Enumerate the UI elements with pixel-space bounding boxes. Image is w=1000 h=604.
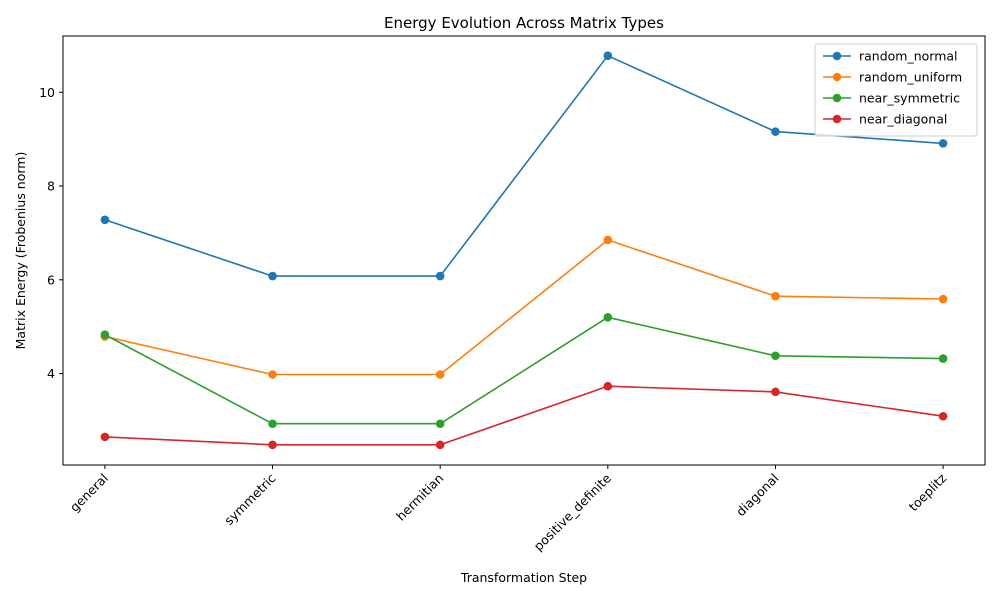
data-point-near_symmetric (435, 419, 445, 429)
x-tick-label: toeplitz (906, 470, 950, 514)
data-point-near_symmetric (603, 313, 613, 322)
data-point-random_normal (435, 271, 445, 281)
x-tick-label: general (67, 471, 111, 515)
data-point-near_symmetric (268, 419, 277, 429)
series-line-random_uniform (104, 239, 944, 376)
y-tick-label: 10 (39, 85, 55, 100)
x-tick-label: symmetric (221, 470, 279, 528)
x-tick-label: hermitian (393, 471, 446, 524)
data-point-near_symmetric (771, 351, 780, 361)
data-point-random_normal (100, 215, 110, 225)
y-tick-label: 6 (47, 272, 55, 287)
data-point-random_normal (771, 127, 780, 136)
data-point-random_normal (268, 271, 277, 281)
data-point-near_symmetric (938, 354, 948, 363)
data-point-random_uniform (603, 235, 613, 245)
y-tick-label: 8 (47, 179, 55, 194)
data-point-near_diagonal (771, 387, 780, 397)
legend-label: random_uniform (859, 70, 962, 85)
data-point-near_symmetric (100, 330, 110, 339)
x-axis-label: Transformation Step (460, 570, 587, 585)
data-point-random_normal (938, 139, 948, 148)
y-axis-label: Matrix Energy (Frobenius norm) (13, 152, 28, 350)
chart-title: Energy Evolution Across Matrix Types (384, 14, 664, 32)
data-point-random_uniform (938, 294, 948, 304)
data-point-near_diagonal (435, 440, 445, 450)
series-line-near_diagonal (104, 385, 944, 446)
data-point-near_diagonal (603, 381, 613, 391)
data-point-near_diagonal (268, 440, 277, 450)
legend-label: near_diagonal (859, 112, 947, 127)
y-tick-label: 4 (47, 366, 55, 381)
legend-swatch-marker (832, 51, 842, 61)
x-tick-label: positive_definite (531, 470, 614, 553)
legend-label: near_symmetric (859, 91, 960, 106)
legend-swatch-marker (832, 93, 842, 103)
plot-frame (62, 35, 986, 466)
legend-label: random_normal (859, 49, 958, 64)
x-tick-label: diagonal (733, 471, 782, 520)
data-point-random_normal (603, 51, 613, 60)
data-point-random_uniform (435, 370, 445, 379)
legend-swatch-marker (832, 72, 842, 82)
legend-frame (814, 43, 978, 137)
legend: random_normal random_uniform near_symmetri… (814, 43, 978, 137)
series-line-near_symmetric (104, 316, 944, 425)
data-point-random_uniform (268, 370, 277, 379)
legend-swatch-marker (832, 114, 842, 124)
data-point-near_diagonal (100, 432, 110, 442)
data-point-random_uniform (771, 291, 780, 301)
data-point-near_diagonal (938, 411, 948, 421)
series-line-random_normal (104, 54, 944, 277)
